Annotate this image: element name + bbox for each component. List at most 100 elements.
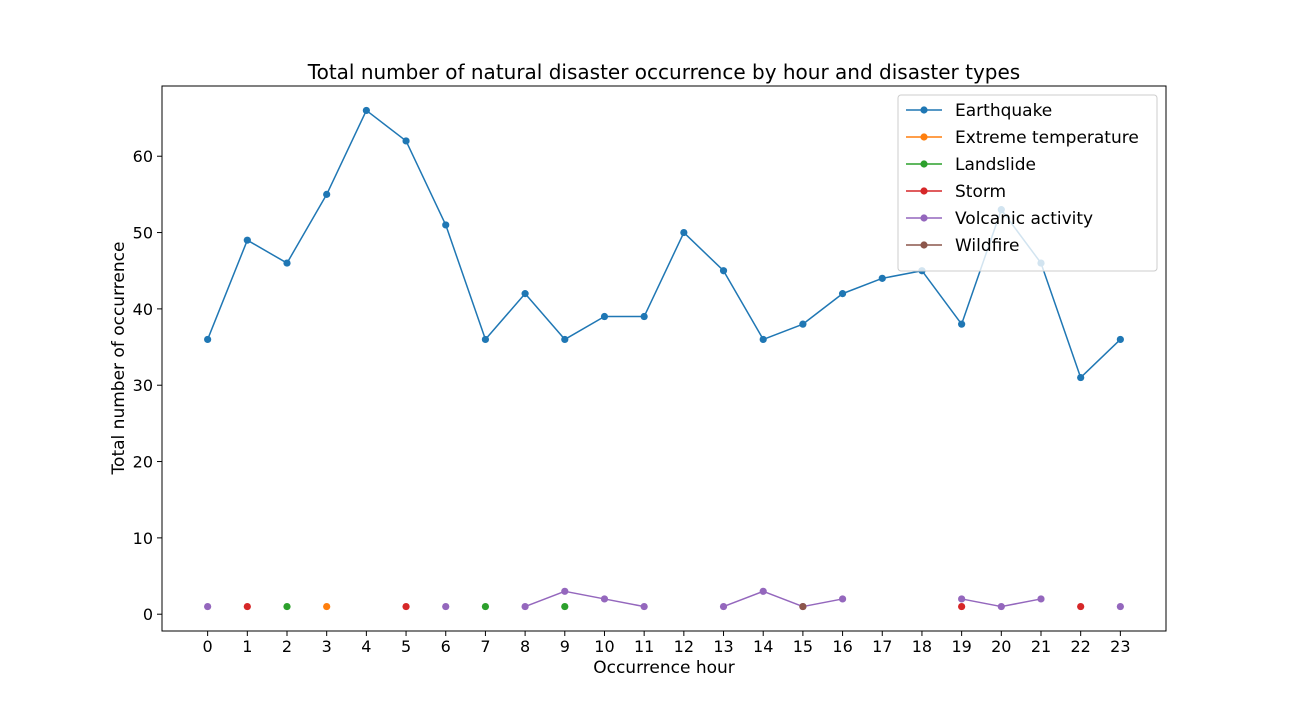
x-tick-label: 19 (951, 637, 971, 656)
x-tick-label: 6 (441, 637, 451, 656)
data-point (799, 320, 807, 328)
y-tick-label: 60 (133, 147, 153, 166)
y-tick-label: 0 (143, 605, 153, 624)
series-line-segment (564, 315, 605, 341)
data-point (362, 106, 370, 115)
series-line-segment (722, 270, 764, 340)
data-point (838, 290, 847, 298)
y-tick-label: 20 (133, 453, 153, 472)
y-tick-label: 50 (133, 224, 153, 243)
series-line-segment (802, 598, 843, 608)
legend-label: Storm (955, 182, 1006, 202)
x-tick-label: 17 (872, 637, 892, 656)
series-line-segment (326, 110, 368, 195)
series-line-segment (604, 598, 645, 608)
data-point (561, 587, 569, 595)
data-point (402, 137, 410, 145)
series-earthquake (204, 106, 1124, 382)
series-wildfire (799, 602, 807, 611)
data-point (640, 312, 648, 321)
y-tick-label: 10 (133, 529, 153, 548)
legend-marker (920, 106, 928, 114)
chart-title: Total number of natural disaster occurre… (307, 60, 1020, 84)
series-line-segment (365, 109, 407, 142)
data-point (323, 602, 331, 611)
x-tick-label: 9 (560, 637, 570, 656)
data-point (204, 602, 212, 611)
legend-marker (920, 160, 928, 168)
data-point (799, 602, 807, 611)
legend-label: Earthquake (955, 101, 1052, 121)
series-line-segment (484, 293, 526, 340)
series-line-segment (405, 140, 447, 226)
x-tick-label: 16 (832, 637, 852, 656)
series-line-segment (683, 232, 725, 272)
series-line-segment (762, 590, 804, 608)
x-tick-label: 20 (991, 637, 1011, 656)
data-point (442, 221, 450, 229)
x-tick-label: 18 (912, 637, 932, 656)
series-line-segment (762, 323, 804, 341)
data-point (561, 335, 569, 344)
data-point (997, 602, 1005, 611)
legend-marker (920, 214, 928, 222)
x-tick-label: 1 (242, 637, 252, 656)
data-point (958, 320, 966, 328)
x-tick-label: 15 (793, 637, 813, 656)
data-point (481, 335, 490, 344)
x-tick-label: 4 (361, 637, 371, 656)
data-point (1116, 335, 1124, 344)
x-axis-label: Occurrence hour (593, 658, 735, 678)
data-point (481, 602, 490, 611)
legend-marker (920, 241, 928, 249)
data-point (283, 259, 291, 267)
x-tick-label: 21 (1031, 637, 1051, 656)
series-line-segment (1001, 598, 1042, 608)
y-tick-label: 30 (133, 376, 153, 395)
x-tick-label: 14 (753, 637, 773, 656)
series-line-segment (286, 194, 328, 264)
series-line-segment (524, 293, 566, 340)
legend-box (897, 94, 1158, 272)
legend-label: Volcanic activity (955, 209, 1093, 229)
series-line-segment (246, 239, 288, 264)
data-point (521, 290, 529, 298)
legend-marker (920, 187, 928, 195)
series-volcanic-activity (204, 587, 1124, 611)
data-point (1077, 602, 1085, 611)
series-line-segment (921, 270, 963, 325)
data-point (243, 602, 251, 611)
data-point (600, 595, 609, 603)
series-line-segment (564, 590, 605, 600)
series-extreme-temperature (323, 602, 331, 611)
data-point (561, 602, 569, 611)
x-axis: 0 1 2 3 4 5 6 7 8 9 10 11 12 13 14 15 16 17 18 19 20 21 22 23 (203, 631, 1131, 656)
series-line-segment (445, 224, 487, 340)
y-tick-label: 40 (133, 300, 153, 319)
data-point (283, 602, 291, 611)
series-line-segment (723, 590, 764, 608)
series-line-segment (1080, 338, 1121, 379)
x-tick-label: 2 (282, 637, 292, 656)
series-line-segment (802, 293, 844, 325)
x-tick-label: 22 (1071, 637, 1091, 656)
data-point (719, 267, 728, 275)
legend-label: Wildfire (955, 236, 1019, 256)
y-axis-label: Total number of occurrence (109, 242, 129, 476)
legend: Earthquake Extreme temperature Landslide St… (897, 94, 1158, 272)
legend-label: Extreme temperature (955, 128, 1139, 148)
data-point (719, 602, 728, 611)
x-tick-label: 5 (401, 637, 411, 656)
data-point (1037, 595, 1045, 603)
series-layer (204, 106, 1124, 611)
data-point (958, 602, 966, 611)
series-line-segment (961, 598, 1002, 608)
series-landslide (283, 602, 569, 611)
data-point (878, 274, 886, 282)
series-line-segment (882, 269, 923, 280)
series-storm (243, 602, 1085, 611)
x-tick-label: 3 (322, 637, 332, 656)
x-tick-label: 23 (1110, 637, 1130, 656)
data-point (1116, 602, 1124, 611)
series-line-segment (524, 590, 566, 608)
